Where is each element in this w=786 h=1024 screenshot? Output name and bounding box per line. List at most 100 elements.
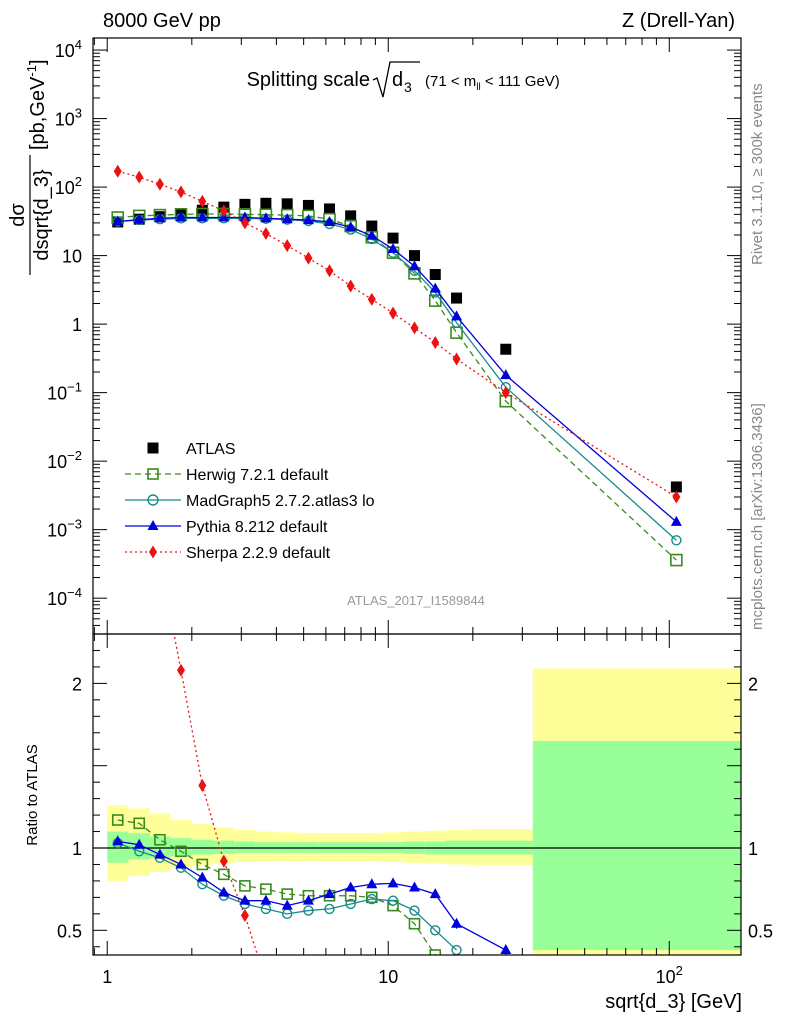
legend-entry: Pythia 8.212 default	[125, 519, 328, 536]
ratio-point	[408, 917, 421, 930]
ratio-point	[408, 881, 420, 892]
ratio-point	[430, 925, 441, 936]
data-point	[324, 203, 336, 215]
y-tick-exp: −2	[67, 448, 82, 463]
y-tick-label: 102	[55, 174, 82, 198]
ratio-series	[111, 634, 512, 955]
data-point	[671, 535, 682, 546]
series-sherpa-2-2-9-default	[113, 164, 681, 504]
y-tick-label: 10−1	[47, 380, 82, 404]
title-cut-sub: ll	[476, 82, 480, 93]
ratio-point	[175, 845, 187, 858]
y-tick-label: 10	[62, 247, 82, 267]
data-point	[154, 212, 166, 223]
ratio-point	[387, 877, 399, 888]
x-tick-base: 10	[378, 967, 398, 987]
data-point	[408, 260, 420, 271]
y-tick-label: 10−3	[47, 517, 82, 541]
legend-entry: Herwig 7.2.1 default	[125, 467, 329, 484]
ratio-y-tick-label: 0.5	[57, 921, 82, 941]
y-tick-base: 10	[55, 178, 75, 198]
data-point	[239, 198, 251, 210]
y-tick-label: 10−2	[47, 448, 82, 472]
legend-entry: ATLAS	[147, 441, 236, 458]
ratio-y-tick-label: 1	[72, 839, 82, 859]
ratio-point	[429, 949, 442, 955]
data-point	[429, 268, 441, 280]
y-tick-base: 10	[47, 452, 67, 472]
y-tick-base: 10	[47, 521, 67, 541]
x-tick-label: 102	[656, 963, 683, 987]
data-point	[345, 221, 357, 232]
legend-label: Pythia 8.212 default	[186, 519, 328, 536]
main-panel	[111, 164, 683, 567]
legend-label: ATLAS	[186, 441, 236, 458]
data-point	[389, 306, 398, 320]
data-point	[451, 292, 463, 304]
ratio-point	[302, 894, 314, 905]
ratio-point	[387, 895, 399, 906]
data-point	[501, 386, 510, 400]
series-line	[117, 217, 677, 541]
ratio-point	[451, 917, 463, 928]
data-point	[135, 170, 144, 184]
y-tick-exp: 2	[75, 174, 82, 189]
data-point	[672, 490, 681, 504]
data-point	[387, 232, 399, 244]
data-point	[133, 213, 145, 224]
band-inner	[234, 841, 256, 853]
data-point	[450, 326, 463, 339]
data-point	[281, 213, 293, 224]
y-tick-exp: −4	[67, 585, 82, 600]
ylabel-numerator: dσ	[7, 203, 29, 227]
ylabel-denominator: dsqrt{d_3}	[31, 169, 53, 261]
data-point	[196, 204, 208, 216]
ratio-point	[240, 908, 249, 922]
ratio-point	[154, 848, 166, 859]
legend-marker	[147, 494, 159, 506]
series-herwig-7-2-1-default	[111, 207, 683, 567]
data-point	[304, 251, 313, 265]
y-tick-base: 10	[62, 247, 82, 267]
ratio-point	[111, 814, 124, 826]
y-tick-base: 10	[47, 384, 67, 404]
ratio-series-sherpa-2-2-9-default	[176, 663, 249, 922]
title-subscript: 3	[404, 79, 412, 95]
data-point	[196, 211, 208, 222]
ratio-point	[196, 858, 209, 871]
title-cut: (71 < mll < 111 GeV)	[425, 73, 560, 93]
data-point	[176, 185, 185, 199]
ylabel-unit-exp: -1	[24, 65, 39, 77]
legend-label: Sherpa 2.2.9 default	[186, 545, 331, 562]
x-tick-label: 1	[102, 967, 112, 987]
y-tick-label: 10−4	[47, 585, 82, 609]
ratio-point	[324, 888, 336, 899]
data-point	[281, 198, 293, 210]
header-left: 8000 GeV pp	[103, 10, 221, 32]
ratio-point	[303, 905, 314, 916]
legend-marker	[147, 442, 159, 454]
legend-marker	[147, 468, 159, 480]
data-point	[429, 282, 441, 293]
data-point	[113, 164, 122, 178]
y-tick-label: 1	[72, 315, 82, 335]
y-tick-label: 103	[55, 106, 82, 130]
data-point	[670, 553, 683, 567]
ratio-panel	[111, 634, 512, 955]
ratio-point	[281, 899, 293, 910]
ratio-point	[218, 868, 230, 881]
ratio-point	[429, 888, 441, 899]
x-axis-label: sqrt{d_3} [GeV]	[605, 991, 742, 1013]
ratio-y-tick-label: 2	[72, 674, 82, 694]
data-point	[175, 211, 187, 222]
data-point	[410, 321, 419, 335]
data-point	[670, 481, 682, 493]
data-point	[260, 212, 272, 223]
ratio-point	[112, 835, 124, 846]
ratio-point	[345, 881, 357, 892]
sqrt-symbol	[372, 61, 420, 98]
ratio-bands	[93, 668, 741, 955]
data-point	[325, 264, 334, 278]
